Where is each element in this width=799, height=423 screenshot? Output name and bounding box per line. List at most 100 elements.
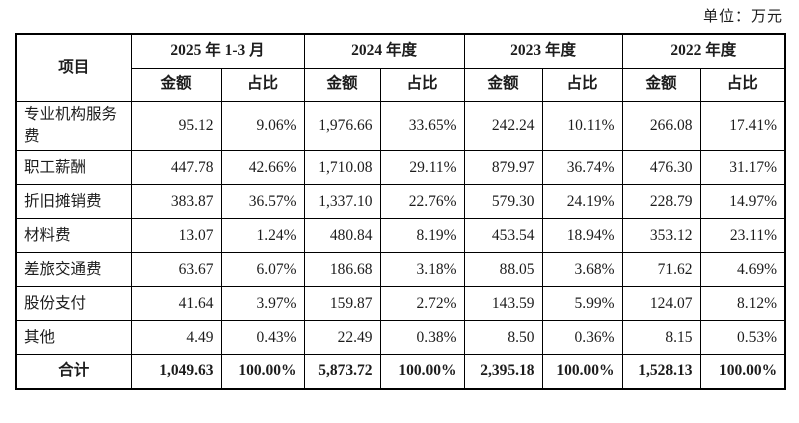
header-period-2025q1: 2025 年 1-3 月 — [130, 33, 305, 69]
table-body: 专业机构服务费 95.12 9.06% 1,976.66 33.65% 242.… — [15, 100, 786, 390]
cell-value: 353.12 — [621, 218, 701, 254]
total-value: 100.00% — [699, 354, 786, 390]
header-ratio-2024: 占比 — [379, 67, 465, 102]
cell-value: 10.11% — [541, 100, 623, 152]
cell-value: 159.87 — [303, 286, 381, 322]
cell-value: 13.07 — [130, 218, 222, 254]
cell-value: 63.67 — [130, 252, 222, 288]
cell-value: 8.15 — [621, 320, 701, 356]
header-amount-2022: 金额 — [621, 67, 701, 102]
header-amount-2023: 金额 — [463, 67, 543, 102]
cell-value: 18.94% — [541, 218, 623, 254]
header-item: 项目 — [15, 33, 132, 102]
header-period-2023: 2023 年度 — [463, 33, 623, 69]
cell-value: 4.69% — [699, 252, 786, 288]
table-row: 其他 4.49 0.43% 22.49 0.38% 8.50 0.36% 8.1… — [15, 320, 786, 356]
table-row: 折旧摊销费 383.87 36.57% 1,337.10 22.76% 579.… — [15, 184, 786, 220]
cell-value: 1,976.66 — [303, 100, 381, 152]
cell-value: 1,710.08 — [303, 150, 381, 186]
cell-value: 447.78 — [130, 150, 222, 186]
cell-value: 480.84 — [303, 218, 381, 254]
table-row: 差旅交通费 63.67 6.07% 186.68 3.18% 88.05 3.6… — [15, 252, 786, 288]
table-row: 股份支付 41.64 3.97% 159.87 2.72% 143.59 5.9… — [15, 286, 786, 322]
cell-value: 41.64 — [130, 286, 222, 322]
cell-value: 29.11% — [379, 150, 465, 186]
cell-value: 2.72% — [379, 286, 465, 322]
table-row: 专业机构服务费 95.12 9.06% 1,976.66 33.65% 242.… — [15, 100, 786, 152]
row-label: 职工薪酬 — [15, 150, 132, 186]
cell-value: 242.24 — [463, 100, 543, 152]
header-period-row: 项目 2025 年 1-3 月 2024 年度 2023 年度 2022 年度 — [15, 33, 786, 102]
table-row: 材料费 13.07 1.24% 480.84 8.19% 453.54 18.9… — [15, 218, 786, 254]
expense-breakdown-table: 项目 2025 年 1-3 月 2024 年度 2023 年度 2022 年度 … — [15, 33, 787, 390]
row-label: 差旅交通费 — [15, 252, 132, 288]
cell-value: 3.97% — [220, 286, 305, 322]
cell-value: 186.68 — [303, 252, 381, 288]
cell-value: 879.97 — [463, 150, 543, 186]
cell-value: 453.54 — [463, 218, 543, 254]
cell-value: 8.50 — [463, 320, 543, 356]
cell-value: 17.41% — [699, 100, 786, 152]
cell-value: 88.05 — [463, 252, 543, 288]
total-value: 100.00% — [220, 354, 305, 390]
total-value: 1,049.63 — [130, 354, 222, 390]
cell-value: 0.36% — [541, 320, 623, 356]
table-header: 项目 2025 年 1-3 月 2024 年度 2023 年度 2022 年度 … — [15, 33, 786, 102]
cell-value: 36.74% — [541, 150, 623, 186]
cell-value: 42.66% — [220, 150, 305, 186]
cell-value: 24.19% — [541, 184, 623, 220]
cell-value: 383.87 — [130, 184, 222, 220]
cell-value: 71.62 — [621, 252, 701, 288]
cell-value: 1,337.10 — [303, 184, 381, 220]
cell-value: 4.49 — [130, 320, 222, 356]
header-ratio-2025q1: 占比 — [220, 67, 305, 102]
cell-value: 22.76% — [379, 184, 465, 220]
cell-value: 36.57% — [220, 184, 305, 220]
cell-value: 228.79 — [621, 184, 701, 220]
cell-value: 14.97% — [699, 184, 786, 220]
header-subcolumn-row: 金额 占比 金额 占比 金额 占比 金额 占比 — [16, 67, 786, 102]
table-row: 职工薪酬 447.78 42.66% 1,710.08 29.11% 879.9… — [15, 150, 786, 186]
cell-value: 266.08 — [621, 100, 701, 152]
total-value: 1,528.13 — [621, 354, 701, 390]
cell-value: 0.43% — [220, 320, 305, 356]
cell-value: 95.12 — [130, 100, 222, 152]
cell-value: 3.68% — [541, 252, 623, 288]
cell-value: 579.30 — [463, 184, 543, 220]
cell-value: 5.99% — [541, 286, 623, 322]
cell-value: 0.53% — [699, 320, 786, 356]
total-value: 100.00% — [541, 354, 623, 390]
header-amount-2024: 金额 — [303, 67, 381, 102]
cell-value: 23.11% — [699, 218, 786, 254]
total-value: 100.00% — [379, 354, 465, 390]
total-row: 合计 1,049.63 100.00% 5,873.72 100.00% 2,3… — [15, 354, 786, 390]
cell-value: 124.07 — [621, 286, 701, 322]
cell-value: 8.19% — [379, 218, 465, 254]
cell-value: 31.17% — [699, 150, 786, 186]
cell-value: 1.24% — [220, 218, 305, 254]
row-label: 专业机构服务费 — [15, 100, 132, 152]
unit-label: 单位：万元 — [702, 9, 783, 25]
cell-value: 22.49 — [303, 320, 381, 356]
row-label: 材料费 — [15, 218, 132, 254]
header-ratio-2022: 占比 — [699, 67, 786, 102]
total-value: 2,395.18 — [463, 354, 543, 390]
header-period-2022: 2022 年度 — [621, 33, 786, 69]
header-amount-2025q1: 金额 — [130, 67, 222, 102]
cell-value: 0.38% — [379, 320, 465, 356]
row-label: 折旧摊销费 — [15, 184, 132, 220]
total-value: 5,873.72 — [303, 354, 381, 390]
header-ratio-2023: 占比 — [541, 67, 623, 102]
cell-value: 3.18% — [379, 252, 465, 288]
cell-value: 6.07% — [220, 252, 305, 288]
row-label: 其他 — [15, 320, 132, 356]
row-label: 股份支付 — [15, 286, 132, 322]
cell-value: 476.30 — [621, 150, 701, 186]
cell-value: 8.12% — [699, 286, 786, 322]
header-period-2024: 2024 年度 — [303, 33, 465, 69]
cell-value: 143.59 — [463, 286, 543, 322]
cell-value: 33.65% — [379, 100, 465, 152]
cell-value: 9.06% — [220, 100, 305, 152]
total-label: 合计 — [15, 354, 132, 390]
